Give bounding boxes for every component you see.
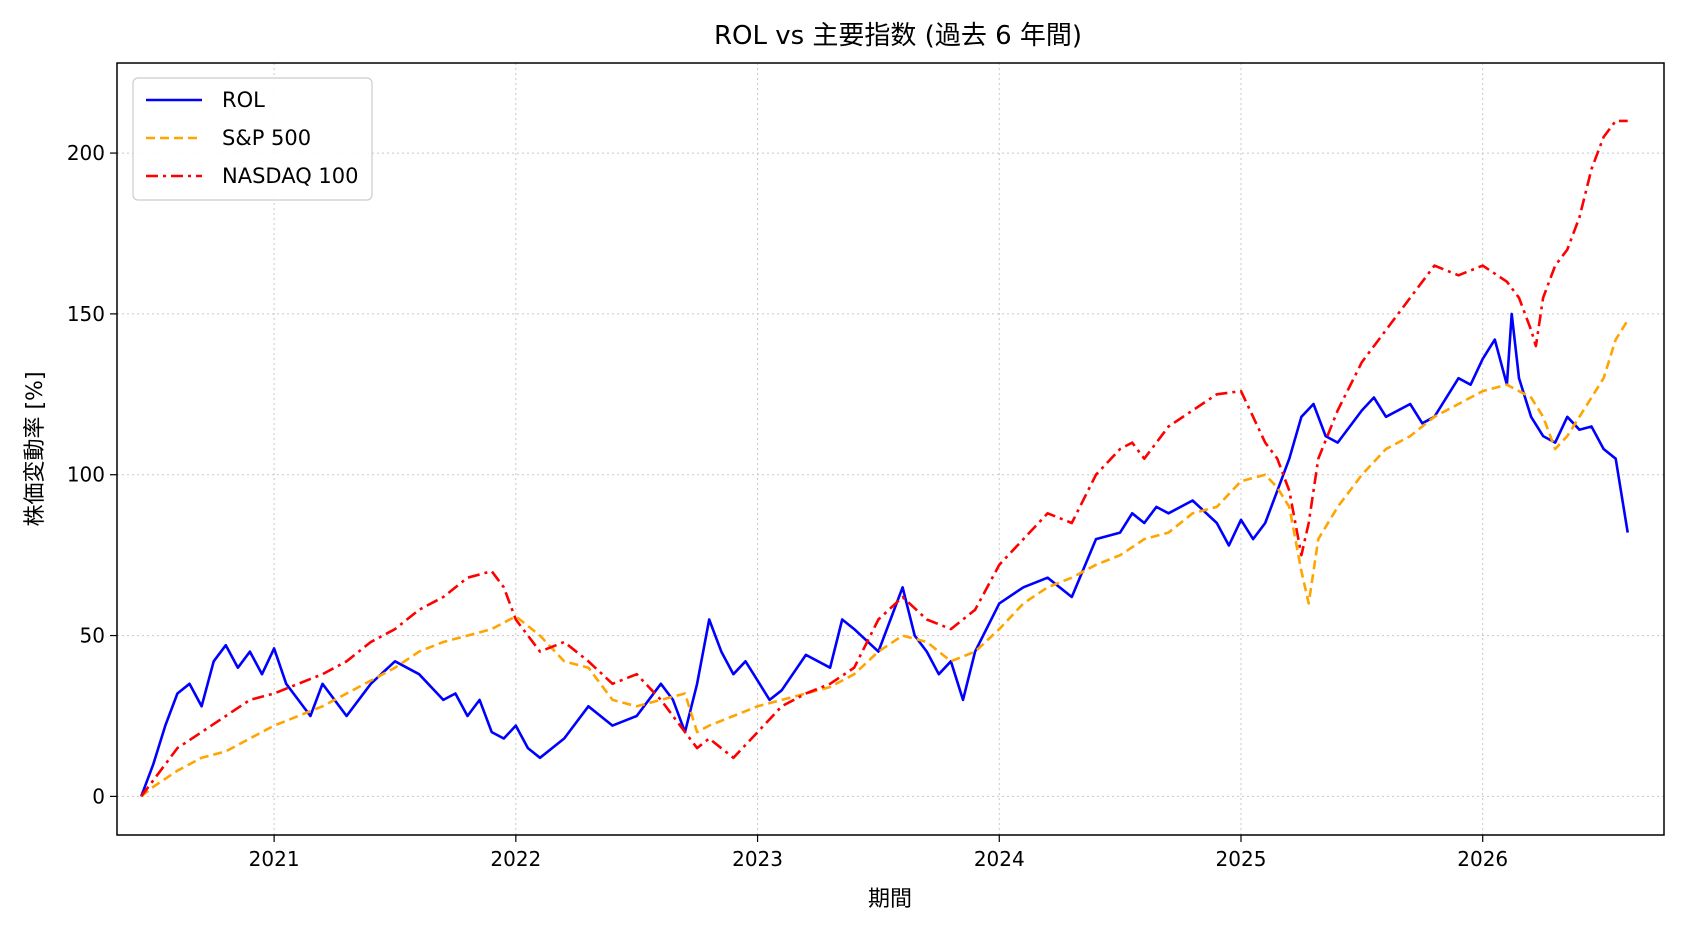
y-tick-label: 100 xyxy=(67,463,105,487)
x-tick-label: 2025 xyxy=(1216,847,1267,871)
y-tick-label: 150 xyxy=(67,302,105,326)
x-axis: 2021 2022 2023 2024 2025 2026 xyxy=(249,835,1508,871)
x-tick-label: 2023 xyxy=(732,847,783,871)
series-group xyxy=(139,119,1629,798)
legend-label-sp500: S&P 500 xyxy=(222,126,311,150)
series-line-rol xyxy=(139,312,1629,797)
grid xyxy=(117,63,1664,835)
legend: ROL S&P 500 NASDAQ 100 xyxy=(132,77,373,201)
x-tick-label: 2026 xyxy=(1457,847,1508,871)
plot-frame xyxy=(116,62,1665,836)
x-tick-label: 2022 xyxy=(490,847,541,871)
y-tick-label: 50 xyxy=(80,624,105,648)
series-line-nasdaq-100 xyxy=(140,119,1628,798)
y-tick-label: 200 xyxy=(67,141,105,165)
y-tick-label: 0 xyxy=(92,784,105,808)
x-axis-label: 期間 xyxy=(868,887,912,912)
series-line-s-p-500 xyxy=(140,319,1629,798)
y-axis: 0 50 100 150 200 xyxy=(67,141,117,808)
legend-box xyxy=(132,77,373,201)
chart-title: ROL vs 主要指数 (過去 6 年間) xyxy=(714,21,1082,51)
legend-label-nasdaq100: NASDAQ 100 xyxy=(222,164,359,188)
x-tick-label: 2024 xyxy=(974,847,1025,871)
y-axis-label: 株価変動率 [%] xyxy=(23,371,48,526)
x-tick-label: 2021 xyxy=(249,847,300,871)
legend-label-rol: ROL xyxy=(222,88,265,112)
